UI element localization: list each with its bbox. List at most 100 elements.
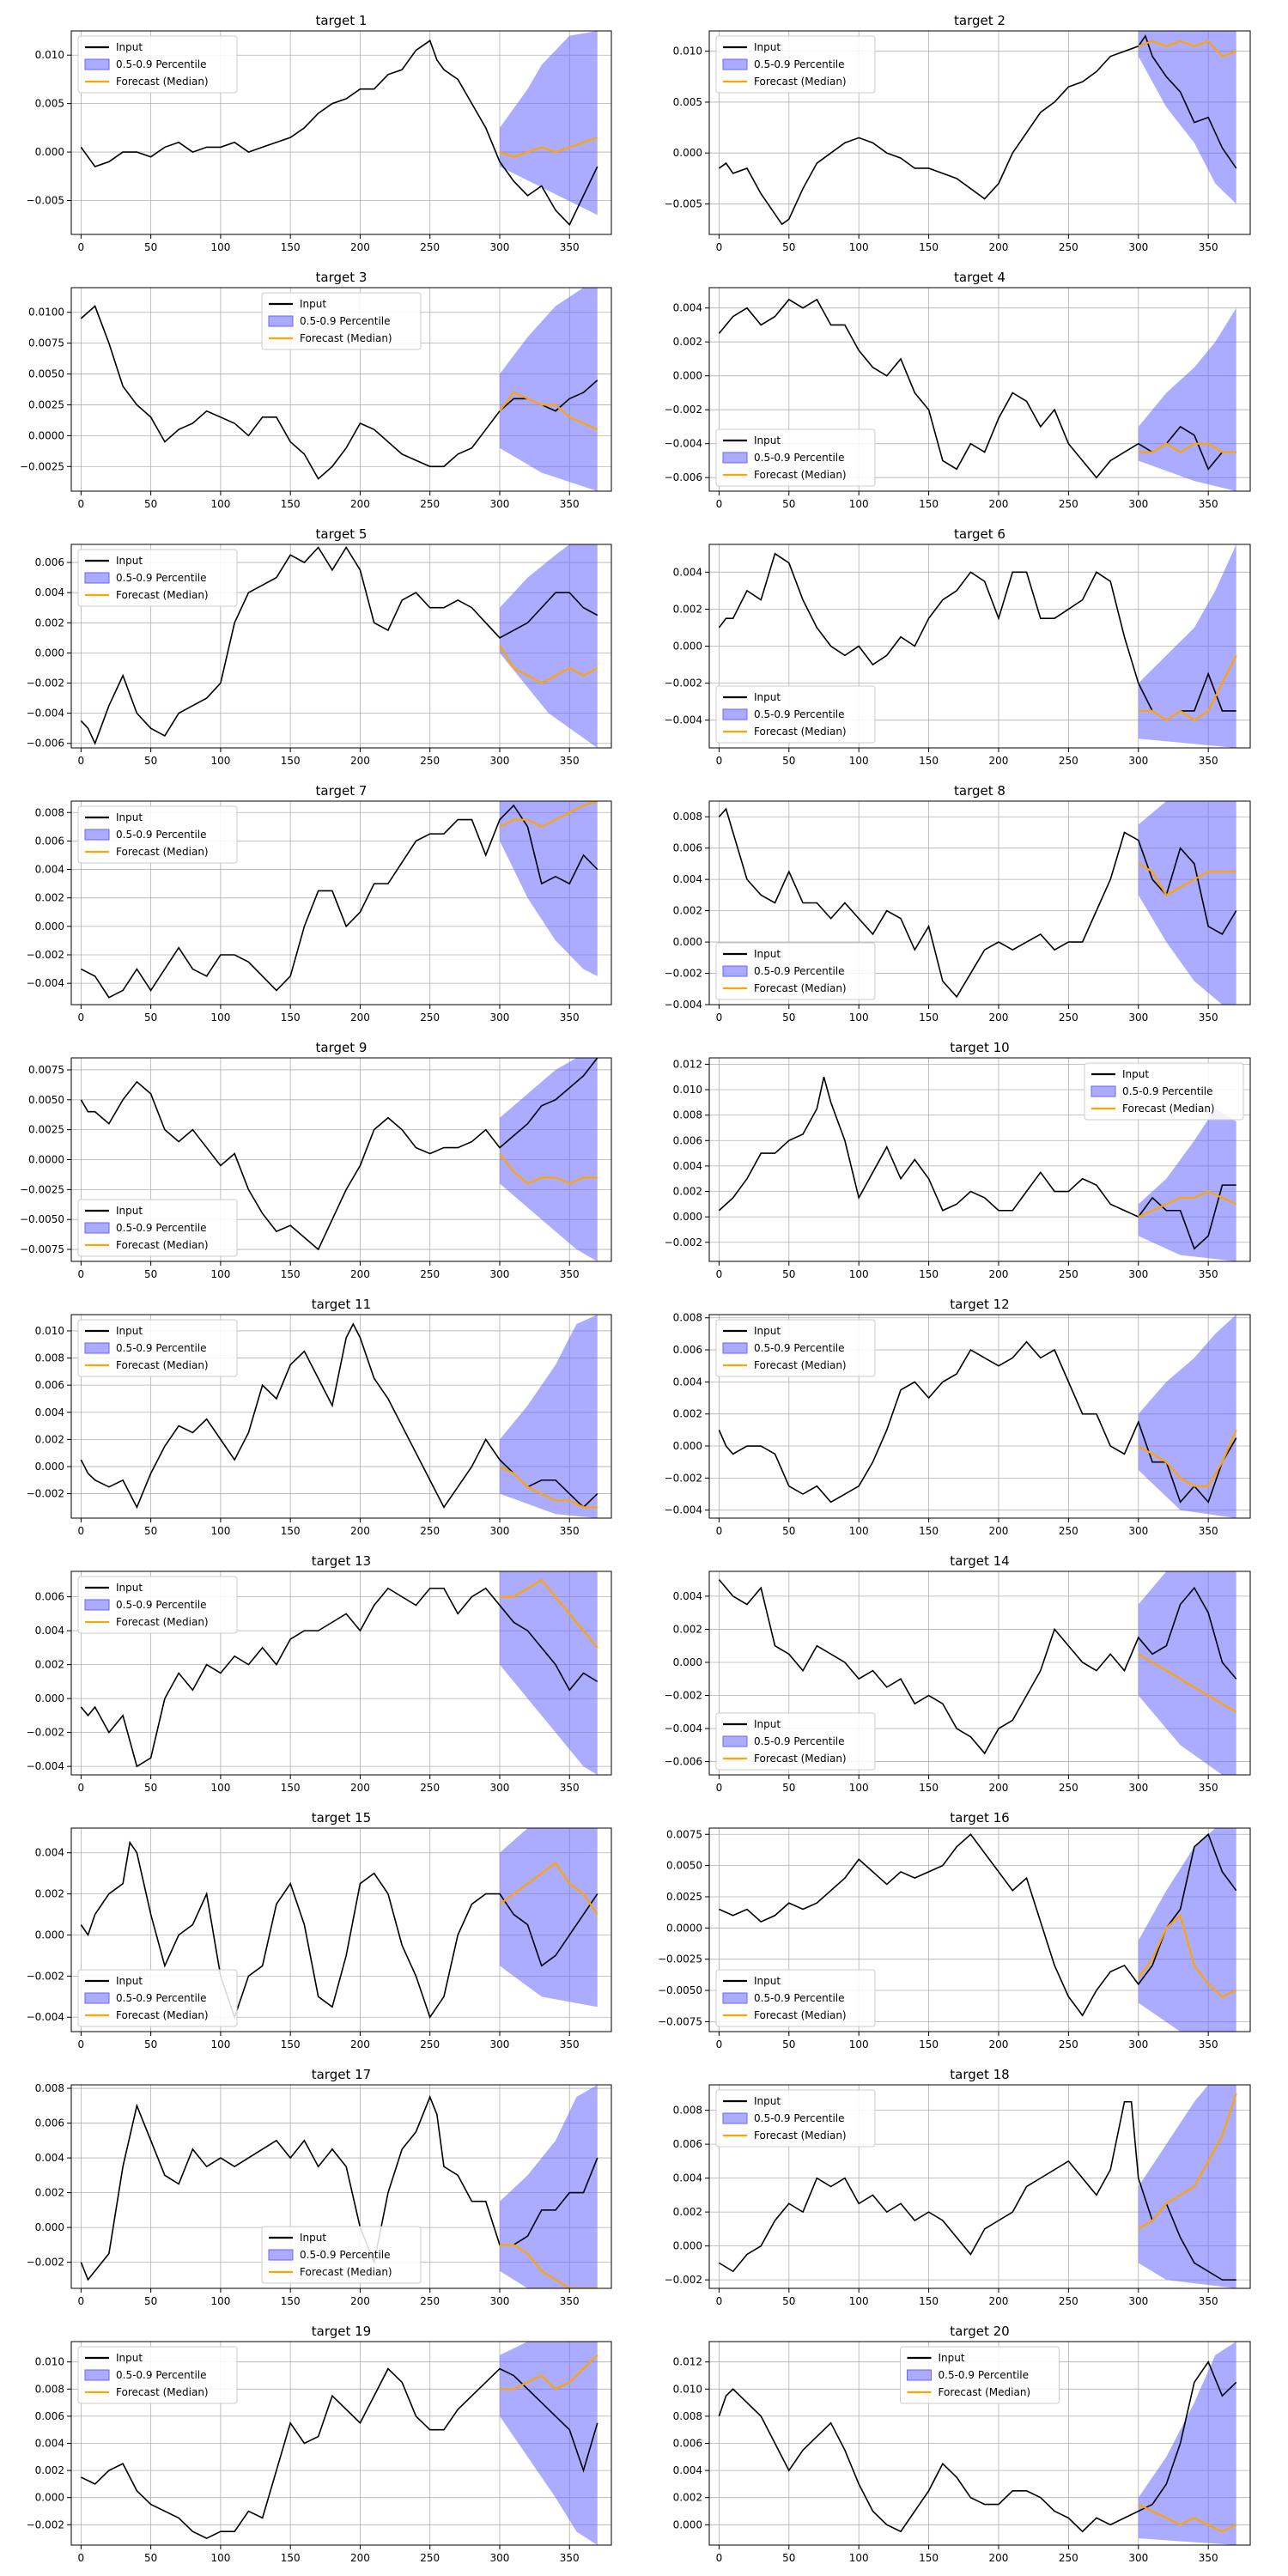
x-tick-label: 150 <box>281 2295 301 2307</box>
y-tick-label: 0.002 <box>673 2492 702 2504</box>
legend-label-input: Input <box>116 555 143 567</box>
legend-swatch-band <box>722 1342 748 1354</box>
x-tick-label: 300 <box>1128 1782 1148 1794</box>
y-tick-label: 0.000 <box>35 920 64 933</box>
legend: Input 0.5-0.9 Percentile Forecast (Median) <box>77 35 238 94</box>
legend-box <box>261 292 422 350</box>
median-line <box>499 1152 598 1185</box>
y-tick-label: 0.006 <box>673 842 702 854</box>
input-line <box>81 804 598 999</box>
y-tick-label: 0.008 <box>673 1312 702 1324</box>
subplot-10: target 10 0 50 100 150 200 250 300 350 −0.002 0.00… <box>665 1040 1251 1280</box>
legend-swatch-band <box>722 1735 748 1747</box>
x-tick-label: 0 <box>78 1012 85 1024</box>
x-tick-label: 100 <box>849 2038 869 2050</box>
plot-area <box>80 1058 598 1261</box>
y-tick-label: −0.004 <box>665 999 702 1011</box>
y-tick-label: 0.004 <box>673 1590 702 1602</box>
y-tick-label: 0.000 <box>673 1656 702 1668</box>
plot-area <box>718 2085 1237 2288</box>
legend-label-band: 0.5-0.9 Percentile <box>754 452 845 464</box>
subplot-title: target 19 <box>312 2324 371 2339</box>
x-tick-label: 350 <box>1199 1782 1218 1794</box>
percentile-band <box>1138 2085 1236 2288</box>
median-line <box>499 1862 598 1916</box>
legend-label-input: Input <box>754 2095 781 2107</box>
median-line <box>1137 1913 1237 1998</box>
input-line <box>718 807 1237 999</box>
legend-label-band: 0.5-0.9 Percentile <box>300 2249 391 2261</box>
y-tick-label: −0.002 <box>665 1236 702 1249</box>
legend-label-band: 0.5-0.9 Percentile <box>300 315 391 327</box>
x-tick-label: 100 <box>849 1525 869 1537</box>
input-line <box>719 1832 1237 2017</box>
median-line <box>1138 1190 1237 1218</box>
y-tick-label: 0.002 <box>673 905 702 917</box>
y-tick-label: 0.000 <box>35 647 64 659</box>
y-tick-label: 0.002 <box>35 2187 64 2199</box>
plot-area <box>81 2342 598 2545</box>
x-tick-label: 300 <box>1128 1268 1148 1280</box>
y-tick-label: 0.002 <box>673 336 702 348</box>
legend-box <box>715 1319 876 1377</box>
x-tick-label: 50 <box>144 241 157 253</box>
x-tick-label: 100 <box>210 1268 230 1280</box>
y-tick-label: 0.004 <box>673 566 702 578</box>
y-tick-label: 0.010 <box>673 46 702 58</box>
plot-area <box>80 288 598 491</box>
y-tick-label: 0.006 <box>35 1591 64 1603</box>
x-tick-label: 150 <box>281 1525 301 1537</box>
subplot-title: target 13 <box>312 1553 371 1569</box>
x-tick-label: 250 <box>1059 1525 1078 1537</box>
y-tick-label: 0.006 <box>673 2438 702 2450</box>
x-tick-label: 350 <box>560 1525 580 1537</box>
x-tick-label: 250 <box>420 1782 440 1794</box>
x-tick-label: 250 <box>420 2552 440 2564</box>
y-tick-label: 0.002 <box>35 2464 64 2476</box>
x-tick-label: 200 <box>989 2038 1009 2050</box>
axes-frame <box>708 800 1251 1005</box>
plot-area <box>80 1828 598 2020</box>
x-tick-label: 300 <box>490 498 510 510</box>
x-tick-label: 0 <box>716 1268 723 1280</box>
input-line <box>81 2367 598 2539</box>
x-tick-label: 300 <box>490 2552 510 2564</box>
x-tick-label: 350 <box>560 1782 580 1794</box>
legend-label-median: Forecast (Median) <box>939 2386 1031 2398</box>
y-tick-label: 0.004 <box>673 302 702 314</box>
median-line <box>1138 442 1236 453</box>
axes-frame <box>708 30 1251 235</box>
y-tick-label: −0.0025 <box>20 460 64 472</box>
plot-area <box>80 1315 598 1518</box>
y-tick-label: 0.0050 <box>28 368 64 380</box>
legend-label-median: Forecast (Median) <box>116 2009 209 2021</box>
legend-box <box>77 1319 238 1377</box>
y-tick-label: −0.006 <box>27 738 64 750</box>
y-tick-label: −0.002 <box>665 677 702 690</box>
x-tick-label: 350 <box>1199 1525 1218 1537</box>
x-tick-label: 250 <box>1059 755 1078 767</box>
legend-label-input: Input <box>754 948 781 960</box>
x-tick-label: 100 <box>849 1012 869 1024</box>
x-tick-label: 200 <box>350 498 370 510</box>
y-tick-label: 0.005 <box>35 98 64 110</box>
y-tick-label: −0.004 <box>665 1722 702 1735</box>
x-tick-label: 100 <box>210 2552 230 2564</box>
y-tick-label: 0.010 <box>35 49 64 61</box>
y-tick-label: −0.006 <box>665 471 702 483</box>
x-tick-label: 150 <box>919 1012 939 1024</box>
percentile-band <box>499 1571 598 1775</box>
input-line <box>80 545 598 745</box>
legend: Input 0.5-0.9 Percentile Forecast (Median) <box>715 35 876 94</box>
x-tick-label: 150 <box>919 1268 939 1280</box>
y-tick-label: −0.005 <box>27 195 64 207</box>
legend-label-median: Forecast (Median) <box>1122 1103 1215 1115</box>
axes-frame <box>70 1314 612 1519</box>
x-tick-label: 350 <box>1199 1012 1218 1024</box>
percentile-band <box>499 544 598 748</box>
x-tick-label: 150 <box>919 1782 939 1794</box>
plot-area <box>718 298 1236 491</box>
x-tick-label: 300 <box>1128 755 1148 767</box>
legend-label-band: 0.5-0.9 Percentile <box>116 1599 207 1611</box>
